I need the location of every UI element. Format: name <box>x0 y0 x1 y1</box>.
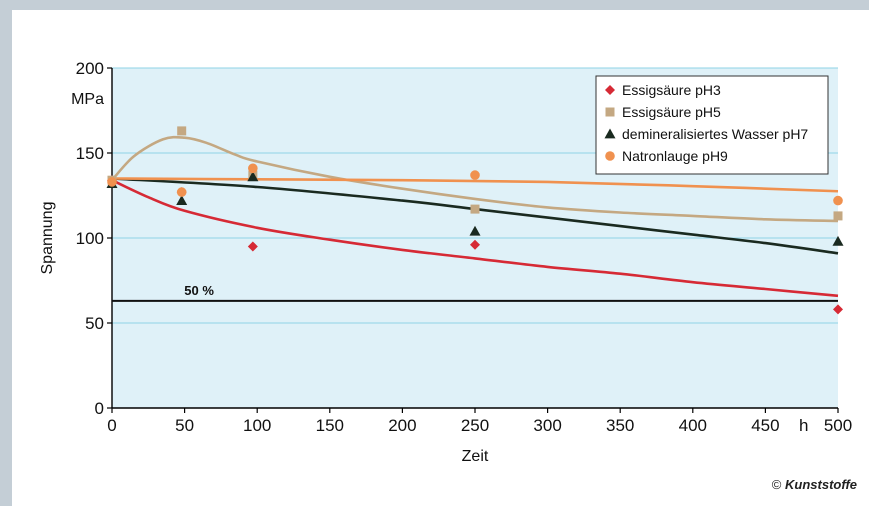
frame-left-border <box>0 0 12 506</box>
y-tick-label-0: 0 <box>95 399 104 418</box>
data-point-s1-2 <box>247 241 258 252</box>
legend-marker-4 <box>605 151 615 161</box>
y-tick-label-200: 200 <box>76 59 104 78</box>
legend-marker-1 <box>605 85 615 95</box>
x-tick-label-500: 500 <box>824 416 852 435</box>
data-point-s4-3 <box>470 170 480 180</box>
legend-label-1: Essigsäure pH3 <box>622 82 721 98</box>
copyright-symbol: © <box>771 477 782 492</box>
x-tick-label-100: 100 <box>243 416 271 435</box>
data-point-s2-4 <box>833 211 843 221</box>
data-point-s2-3 <box>470 204 480 214</box>
data-point-s4-1 <box>176 187 187 197</box>
legend-label-4: Natronlauge pH9 <box>622 148 728 164</box>
x-tick-label-200: 200 <box>388 416 416 435</box>
x-tick-label-400: 400 <box>679 416 707 435</box>
x-tick-label-450: 450 <box>751 416 779 435</box>
copyright-brand: Kunststoffe <box>785 477 857 492</box>
data-point-s2-1 <box>177 126 187 136</box>
x-tick-label-250: 250 <box>461 416 489 435</box>
trend-line-4 <box>111 177 839 193</box>
data-point-s3-2 <box>247 171 259 182</box>
x-tick-label-300: 300 <box>533 416 561 435</box>
x-tick-label-350: 350 <box>606 416 634 435</box>
data-point-s1-3 <box>470 239 480 250</box>
data-point-s4-0 <box>107 177 117 187</box>
data-point-s3-1 <box>176 195 188 205</box>
frame-top-border <box>0 0 869 10</box>
trend-line-1 <box>111 179 839 298</box>
legend-box <box>595 75 829 175</box>
legend-label-2: Essigsäure pH5 <box>622 104 721 120</box>
x-tick-label-150: 150 <box>316 416 344 435</box>
x-tick-label-50: 50 <box>175 416 194 435</box>
data-point-s3-3 <box>469 225 481 236</box>
data-point-s3-4 <box>832 235 844 246</box>
legend-marker-3 <box>604 128 616 139</box>
data-point-s4-2 <box>248 163 258 174</box>
data-point-s1-4 <box>833 304 843 315</box>
y-unit-label: MPa <box>71 91 104 108</box>
y-tick-label-100: 100 <box>76 229 104 248</box>
legend-label-3: demineralisiertes Wasser pH7 <box>622 126 808 142</box>
y-tick-label-50: 50 <box>85 314 104 333</box>
y-axis-label: Spannung <box>39 202 56 275</box>
reference-line-label: 50 % <box>184 283 214 298</box>
trend-line-3 <box>111 177 839 255</box>
y-tick-label-150: 150 <box>76 144 104 163</box>
x-axis-label: Zeit <box>462 448 489 465</box>
copyright: © Kunststoffe <box>772 477 857 492</box>
x-unit-label: h <box>799 416 808 435</box>
legend-marker-2 <box>605 107 615 117</box>
data-point-s4-4 <box>833 195 843 206</box>
x-tick-label-0: 0 <box>107 416 116 435</box>
